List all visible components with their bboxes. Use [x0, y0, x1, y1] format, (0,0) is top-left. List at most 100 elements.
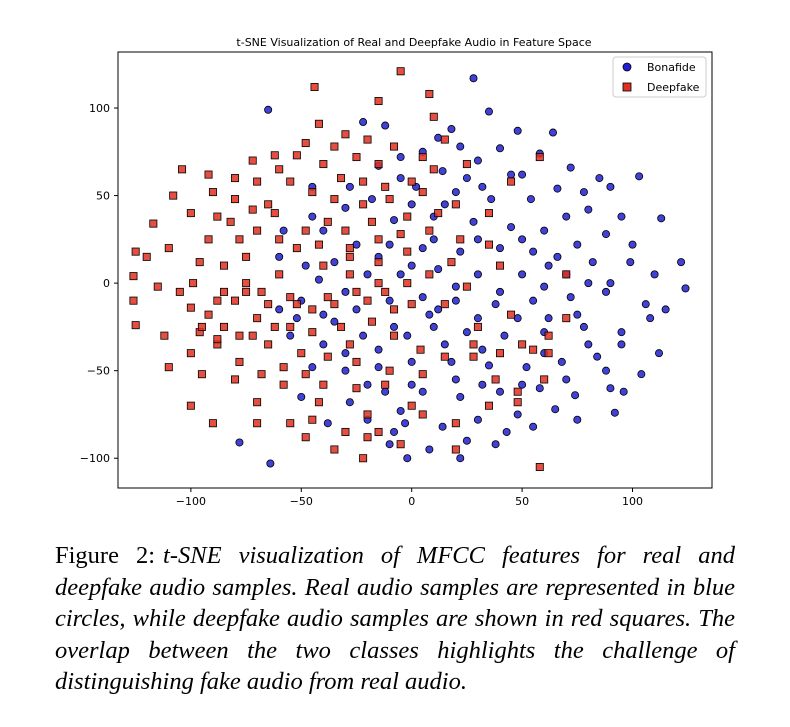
deepfake-point — [341, 427, 350, 436]
deepfake-point — [131, 321, 140, 330]
deepfake-point — [248, 205, 257, 214]
deepfake-point — [231, 375, 240, 384]
deepfake-point — [363, 135, 372, 144]
deepfake-point — [129, 272, 138, 281]
deepfake-point — [352, 153, 361, 162]
deepfake-point — [253, 177, 262, 186]
deepfake-point — [440, 300, 449, 309]
deepfake-point — [535, 153, 544, 162]
bonafide-point — [462, 174, 471, 183]
bonafide-point — [438, 167, 447, 176]
deepfake-point — [374, 279, 383, 288]
bonafide-point — [606, 279, 615, 288]
deepfake-point — [440, 135, 449, 144]
deepfake-point — [341, 226, 350, 235]
deepfake-point — [310, 83, 319, 92]
bonafide-point — [462, 436, 471, 445]
deepfake-point — [164, 244, 173, 253]
bonafide-point — [544, 314, 553, 323]
deepfake-point — [275, 235, 284, 244]
bonafide-point — [522, 363, 531, 372]
bonafide-point — [429, 322, 438, 331]
deepfake-point — [235, 331, 244, 340]
bonafide-point — [319, 226, 328, 235]
bonafide-point — [628, 240, 637, 249]
deepfake-point — [301, 370, 310, 379]
deepfake-point — [204, 170, 213, 179]
bonafide-point — [617, 340, 626, 349]
deepfake-point — [456, 235, 465, 244]
deepfake-point — [279, 363, 288, 372]
bonafide-point — [308, 363, 317, 372]
legend-bonafide-marker — [622, 62, 632, 72]
bonafide-point — [529, 247, 538, 256]
series-bonafide — [235, 74, 690, 468]
bonafide-point — [275, 252, 284, 261]
deepfake-point — [204, 310, 213, 319]
deepfake-point — [213, 335, 222, 344]
bonafide-point — [367, 195, 376, 204]
bonafide-point — [526, 195, 535, 204]
deepfake-point — [381, 287, 390, 296]
deepfake-point — [544, 349, 553, 358]
deepfake-point — [385, 366, 394, 375]
bonafide-point — [551, 405, 560, 414]
bonafide-point — [491, 300, 500, 309]
bonafide-point — [456, 454, 465, 463]
bonafide-point — [646, 314, 655, 323]
bonafide-point — [434, 133, 443, 142]
deepfake-point — [319, 160, 328, 169]
deepfake-point — [308, 415, 317, 424]
deepfake-point — [286, 322, 295, 331]
bonafide-point — [513, 314, 522, 323]
deepfake-point — [292, 244, 301, 253]
deepfake-point — [507, 310, 516, 319]
bonafide-point — [544, 261, 553, 270]
bonafide-point — [484, 107, 493, 116]
deepfake-point — [153, 282, 162, 291]
deepfake-point — [374, 97, 383, 106]
bonafide-point — [573, 240, 582, 249]
bonafide-point — [385, 440, 394, 449]
bonafide-point — [297, 392, 306, 401]
deepfake-point — [308, 305, 317, 314]
deepfake-point — [257, 287, 266, 296]
bonafide-point — [363, 270, 372, 279]
bonafide-point — [462, 328, 471, 337]
points-layer — [129, 67, 690, 471]
bonafide-point — [440, 200, 449, 209]
legend-bonafide-label: Bonafide — [647, 61, 696, 74]
bonafide-point — [571, 391, 580, 400]
bonafide-point — [451, 282, 460, 291]
x-tick-label: 100 — [622, 495, 643, 508]
bonafide-point — [553, 184, 562, 193]
deepfake-point — [301, 226, 310, 235]
bonafide-point — [549, 128, 558, 137]
deepfake-point — [484, 401, 493, 410]
bonafide-point — [661, 305, 670, 314]
bonafide-point — [440, 340, 449, 349]
bonafide-point — [473, 270, 482, 279]
bonafide-point — [438, 422, 447, 431]
deepfake-point — [359, 177, 368, 186]
bonafide-point — [308, 212, 317, 221]
bonafide-point — [584, 279, 593, 288]
deepfake-point — [451, 445, 460, 454]
bonafide-point — [540, 282, 549, 291]
bonafide-point — [447, 125, 456, 134]
deepfake-point — [253, 419, 262, 428]
bonafide-point — [425, 310, 434, 319]
deepfake-point — [544, 331, 553, 340]
series-deepfake — [129, 67, 571, 471]
legend-box — [612, 56, 707, 98]
deepfake-point — [374, 427, 383, 436]
deepfake-point — [429, 165, 438, 174]
bonafide-point — [429, 235, 438, 244]
bonafide-point — [469, 217, 478, 226]
bonafide-point — [330, 317, 339, 326]
deepfake-point — [219, 261, 228, 270]
deepfake-point — [330, 445, 339, 454]
bonafide-point — [626, 258, 635, 267]
deepfake-point — [208, 419, 217, 428]
deepfake-point — [131, 247, 140, 256]
